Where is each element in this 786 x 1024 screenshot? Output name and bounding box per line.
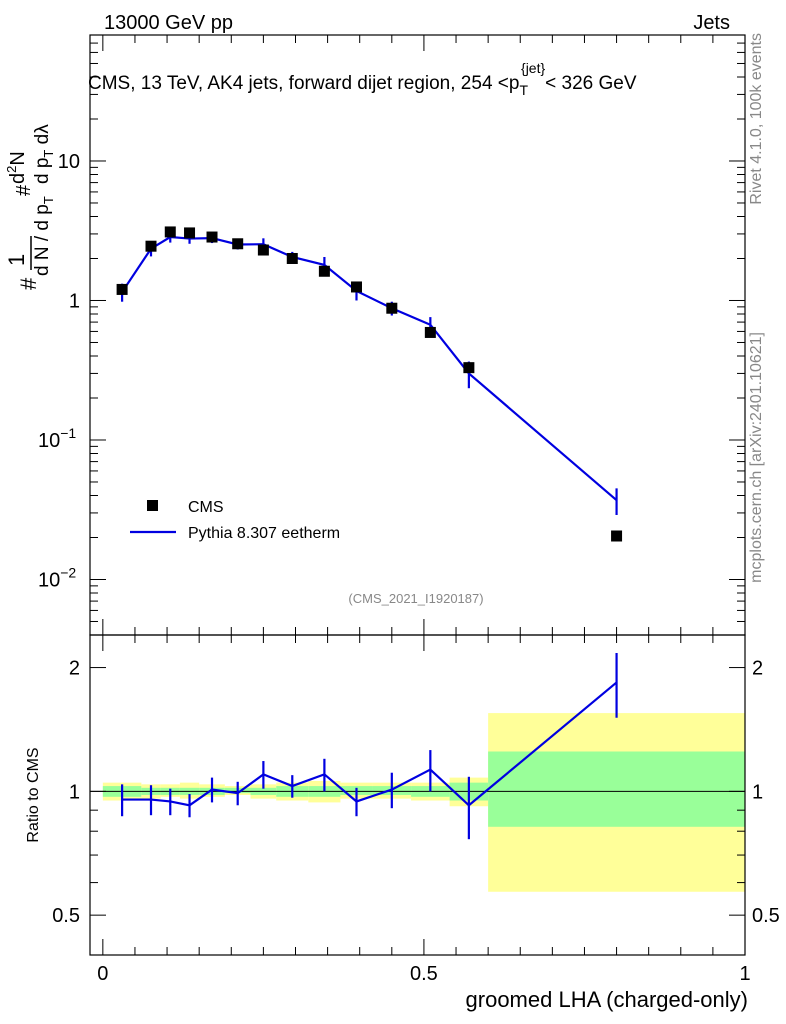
cms-point — [206, 231, 218, 243]
main-ytick-label: 10 — [58, 151, 80, 173]
ratio-ytick-label-right: 2 — [752, 658, 763, 680]
ratio-xtick-label: 0.5 — [410, 963, 438, 985]
ratio-xtick-label: 0 — [97, 963, 108, 985]
cms-point — [232, 238, 244, 250]
cms-point — [386, 302, 398, 314]
main-ytick-label: 10−2 — [38, 564, 76, 591]
band-green — [488, 751, 745, 827]
main-frame — [89, 34, 746, 636]
ratio-ytick-label: 0.5 — [52, 905, 80, 927]
cms-point — [611, 530, 623, 542]
svg-text:#: # — [16, 277, 41, 290]
cms-point — [116, 283, 128, 295]
ratio-ytick-label-right: 1 — [752, 781, 763, 803]
ratio-line — [122, 681, 618, 807]
svg-text:d2N: d2N — [4, 151, 29, 184]
svg-text:d pT dλ: d pT dλ — [32, 124, 56, 184]
header-energy: 13000 GeV pp — [104, 12, 233, 34]
cms-point — [257, 244, 269, 256]
cms-point — [463, 362, 475, 374]
cms-point — [184, 227, 196, 239]
svg-text:#: # — [13, 184, 35, 196]
ratio-ytick-label: 2 — [69, 658, 80, 680]
cms-point — [318, 265, 330, 277]
ratio-plot: 0 0.5 1 0.5 0.5 1 1 2 2 — [52, 634, 780, 985]
ratio-ytick-label: 1 — [69, 781, 80, 803]
rivet-version: Rivet 4.1.0, 100k events — [748, 33, 765, 205]
header-jets: Jets — [693, 12, 730, 34]
legend-pythia-label: Pythia 8.307 eetherm — [188, 525, 340, 542]
main-plot: 10−2 10−1 1 10 — [38, 34, 746, 636]
cms-point — [286, 252, 298, 264]
ratio-xtick-label: 1 — [739, 963, 750, 985]
ratio-ylabel: Ratio to CMS — [25, 747, 42, 842]
ratio-frame — [89, 634, 746, 956]
cms-point — [350, 281, 362, 293]
main-ytick-label: 10−1 — [38, 425, 76, 452]
cms-point — [424, 326, 436, 338]
legend: CMS Pythia 8.307 eetherm — [130, 499, 340, 542]
legend-cms-label: CMS — [188, 499, 224, 516]
main-ytick-label: 1 — [69, 290, 80, 312]
main-ylabel: # 1 d N / d pT # d2N d pT dλ — [4, 124, 56, 290]
plot-title: CMS, 13 TeV, AK4 jets, forward dijet reg… — [88, 60, 637, 98]
analysis-id: (CMS_2021_I1920187) — [348, 591, 483, 606]
mcplots-reference: mcplots.cern.ch [arXiv:2401.10621] — [748, 332, 765, 583]
svg-text:1: 1 — [4, 254, 29, 266]
legend-cms-marker — [147, 500, 158, 511]
cms-point — [145, 240, 157, 252]
ratio-ytick-label-right: 0.5 — [752, 905, 780, 927]
x-axis-label: groomed LHA (charged-only) — [466, 987, 748, 1012]
cms-point — [164, 226, 176, 238]
title-main: CMS, 13 TeV, AK4 jets, forward dijet reg… — [88, 60, 637, 98]
pythia-line — [121, 235, 618, 502]
svg-text:d N / d pT: d N / d pT — [32, 196, 56, 276]
